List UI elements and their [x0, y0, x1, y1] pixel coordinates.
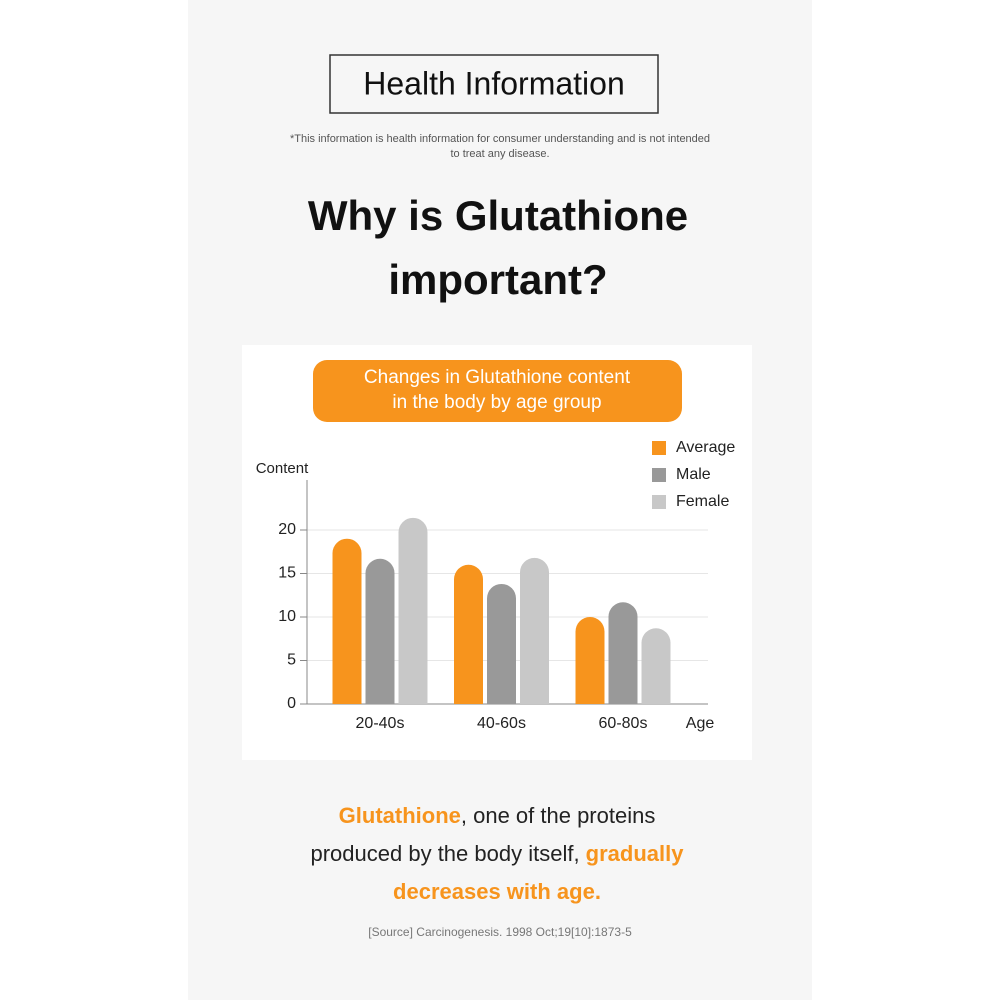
bar: [365, 558, 395, 704]
source: [Source] Carcinogenesis. 1998 Oct;19[10]…: [368, 925, 632, 939]
legend-swatch: [652, 495, 666, 509]
caption-line: Glutathione, one of the proteins: [339, 803, 656, 828]
caption-line: decreases with age.: [393, 879, 601, 904]
caption-segment: Glutathione: [339, 803, 461, 828]
y-tick-label: 5: [287, 652, 296, 669]
headline: important?: [388, 256, 607, 303]
header-title: Health Information: [363, 65, 624, 101]
legend-swatch: [652, 468, 666, 482]
caption-line: produced by the body itself, gradually: [311, 841, 685, 866]
chart-title: Changes in Glutathione content: [364, 367, 631, 388]
bar: [641, 628, 671, 704]
bar: [332, 538, 362, 704]
x-axis-label: Age: [686, 715, 715, 732]
y-tick-label: 15: [278, 565, 296, 582]
caption-segment: decreases with age.: [393, 879, 601, 904]
y-axis-label: Content: [256, 460, 309, 477]
disclaimer: to treat any disease.: [450, 148, 549, 160]
legend-label: Female: [676, 493, 729, 510]
headline: Why is Glutathione: [308, 192, 688, 239]
y-tick-label: 10: [278, 608, 296, 625]
x-tick-label: 60-80s: [599, 715, 648, 732]
bar: [608, 602, 638, 704]
bar: [487, 583, 516, 704]
y-tick-label: 20: [278, 521, 296, 538]
caption-segment: , one of the proteins: [461, 803, 655, 828]
header-box: [329, 54, 659, 114]
legend-swatch: [652, 441, 666, 455]
legend-label: Average: [676, 439, 735, 456]
bar: [398, 517, 428, 704]
x-tick-label: 40-60s: [477, 715, 526, 732]
caption-segment: produced by the body itself,: [311, 841, 586, 866]
y-tick-label: 0: [287, 695, 296, 712]
x-tick-label: 20-40s: [356, 715, 405, 732]
bar: [575, 617, 605, 704]
chart-title: in the body by age group: [392, 392, 601, 413]
disclaimer: *This information is health information …: [290, 133, 710, 145]
legend-label: Male: [676, 466, 711, 483]
caption-segment: gradually: [586, 841, 685, 866]
chart-title-pill: [313, 360, 682, 422]
bar: [454, 564, 483, 704]
bar: [520, 557, 549, 704]
